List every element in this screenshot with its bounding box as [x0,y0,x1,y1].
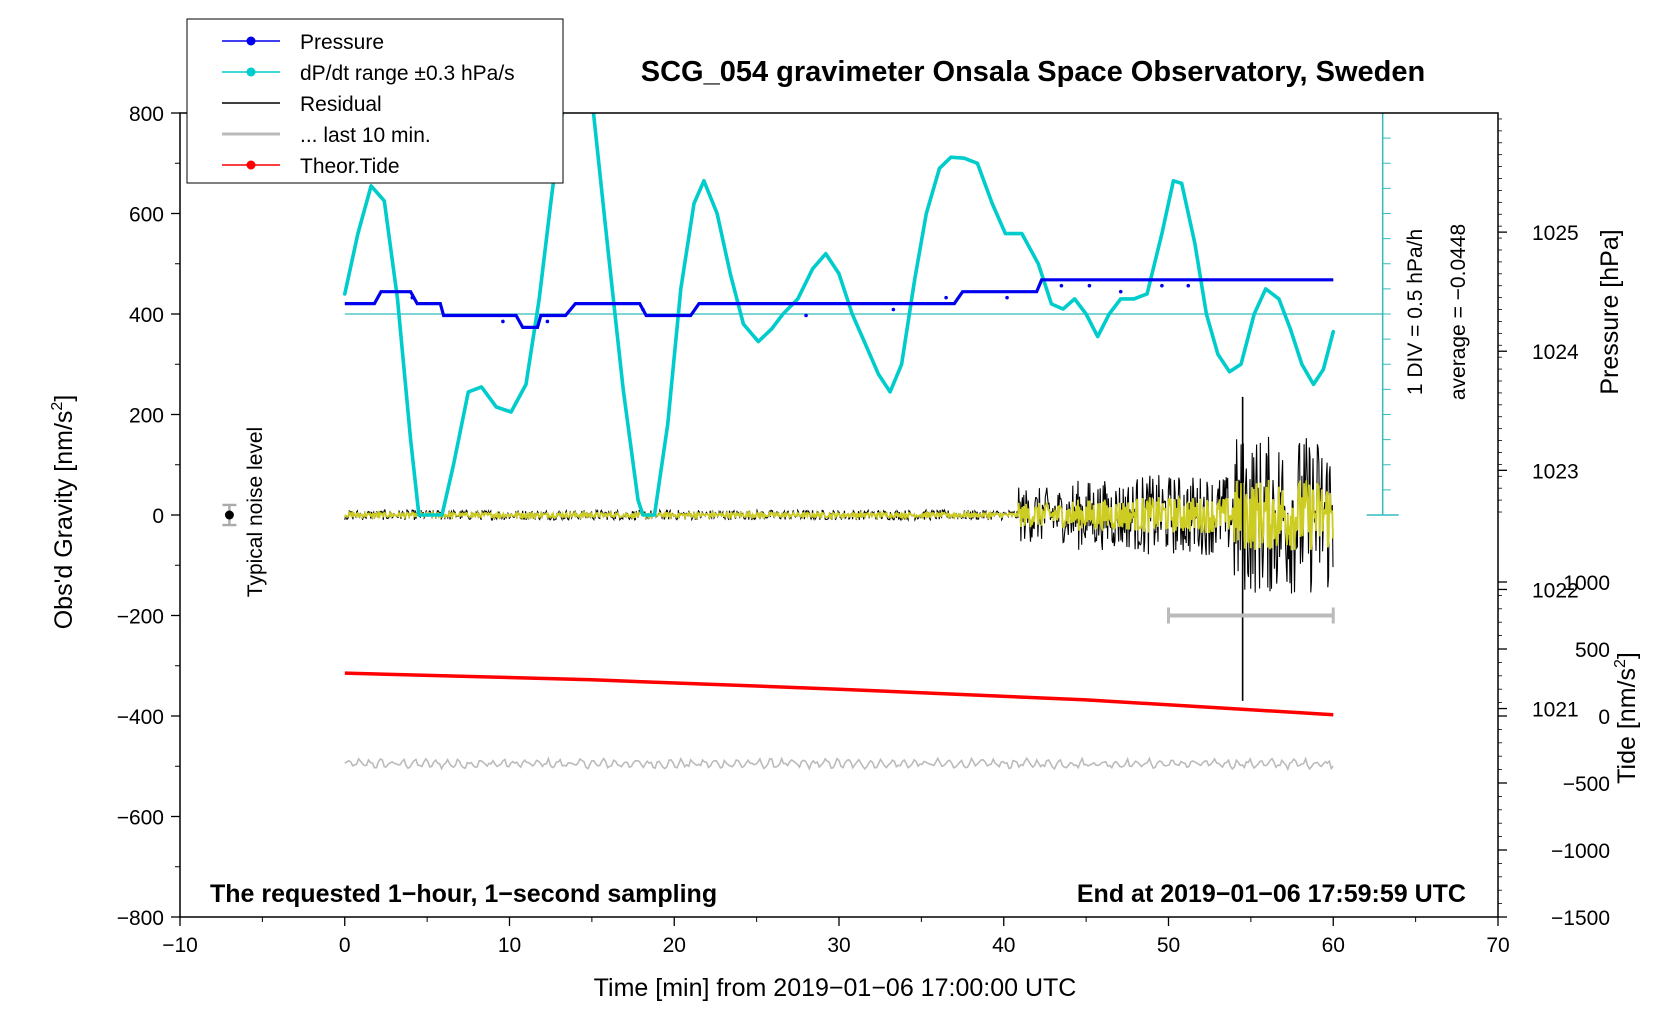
tide-tick-label: 500 [1575,639,1610,662]
pressure-point [410,295,415,300]
legend-entry: dP/dt range ±0.3 hPa/s [222,62,515,85]
x-tick-label: 40 [992,934,1015,957]
pressure-point [891,307,896,312]
legend-entry: ... last 10 min. [222,124,431,147]
y-tick-label: −400 [117,706,164,729]
legend-label: Theor.Tide [300,155,400,178]
legend-entry: Pressure [222,31,384,54]
y-tick-label: 800 [129,103,164,126]
legend-entry: Residual [222,93,382,116]
y-tick-label: 400 [129,304,164,327]
y-axis-label-left: Obs'd Gravity [nm/s2] [49,395,78,630]
note-sampling: The requested 1−hour, 1−second sampling [210,880,717,908]
pressure-point [944,295,948,300]
pressure-tick-label: 1025 [1532,222,1579,245]
pressure-point [1118,289,1123,294]
x-tick-label: 0 [339,934,351,957]
dpdt-scale-bar [344,112,1399,516]
x-tick-label: −10 [162,934,198,957]
y-axis-label-tide: Tide [nm/s2] [1612,652,1641,784]
x-tick-label: 50 [1157,934,1180,957]
axes-layer: −10 0 10 20 30 40 50 60 70 −800 −600 −400 −200 0 200 40… [117,103,1610,957]
pressure-point [641,307,645,312]
y-tick-label: 0 [152,505,164,528]
pressure-point [1059,283,1064,288]
pressure-tick-label: 1024 [1532,341,1579,364]
pressure-tick-label: 1022 [1532,579,1579,602]
pressure-point [804,313,808,318]
legend: Pressure dP/dt range ±0.3 hPa/s Residual..… [186,18,564,184]
tide-tick-label: −1000 [1551,840,1610,863]
tide-tick-label: 0 [1598,706,1610,729]
note-end-time: End at 2019−01−06 17:59:59 UTC [1077,880,1466,908]
y-tick-label: 600 [129,204,164,227]
legend-label: dP/dt range ±0.3 hPa/s [300,62,515,85]
tide-tick-label: −1500 [1551,907,1610,930]
legend-marker [246,36,256,46]
pressure-point [501,319,505,324]
legend-marker [246,67,256,77]
x-tick-label: 10 [498,934,521,957]
pressure-point [1005,295,1009,300]
legend-label: ... last 10 min. [300,124,431,147]
pressure-point [1160,283,1164,288]
x-tick-label: 20 [663,934,686,957]
x-axis-label: Time [min] from 2019−01−06 17:00:00 UTC [594,974,1077,1002]
pressure-tick-label: 1023 [1532,460,1579,483]
legend-marker [246,160,256,170]
noise-point [224,510,234,520]
tide-tick-label: −500 [1563,773,1610,796]
pressure-point [1186,283,1191,288]
pressure-point [545,319,550,324]
chart-title: SCG_054 gravimeter Onsala Space Observat… [641,56,1425,88]
y-tick-label: −800 [117,907,164,930]
y-tick-label: −200 [117,606,164,629]
last10-trace [344,756,1334,772]
y-tick-label: −600 [117,807,164,830]
legend-label: Residual [300,93,382,116]
dpdt-scale-average-label: average = −0.0448 [1447,224,1470,400]
y-tick-label: 200 [129,405,164,428]
dpdt-line [343,113,1336,517]
y-axis-label-pressure: Pressure [hPa] [1596,229,1624,394]
theor-tide-line [344,671,1334,717]
dpdt-scale-div-label: 1 DIV = 0.5 hPa/h [1404,229,1427,395]
residual-smoothed-line [343,479,1334,551]
pressure-line [344,278,1334,329]
series-layer [222,113,1336,772]
noise-level-label: Typical noise level [244,427,267,597]
legend-box [186,18,564,184]
x-tick-label: 70 [1486,934,1509,957]
x-tick-label: 30 [827,934,850,957]
legend-label: Pressure [300,31,384,54]
legend-entry: Theor.Tide [222,155,400,178]
pressure-tick-label: 1021 [1532,699,1579,722]
residual-line [344,436,1334,594]
tide-tick-label: 1000 [1563,572,1610,595]
x-tick-label: 60 [1322,934,1345,957]
pressure-point [1087,283,1092,288]
